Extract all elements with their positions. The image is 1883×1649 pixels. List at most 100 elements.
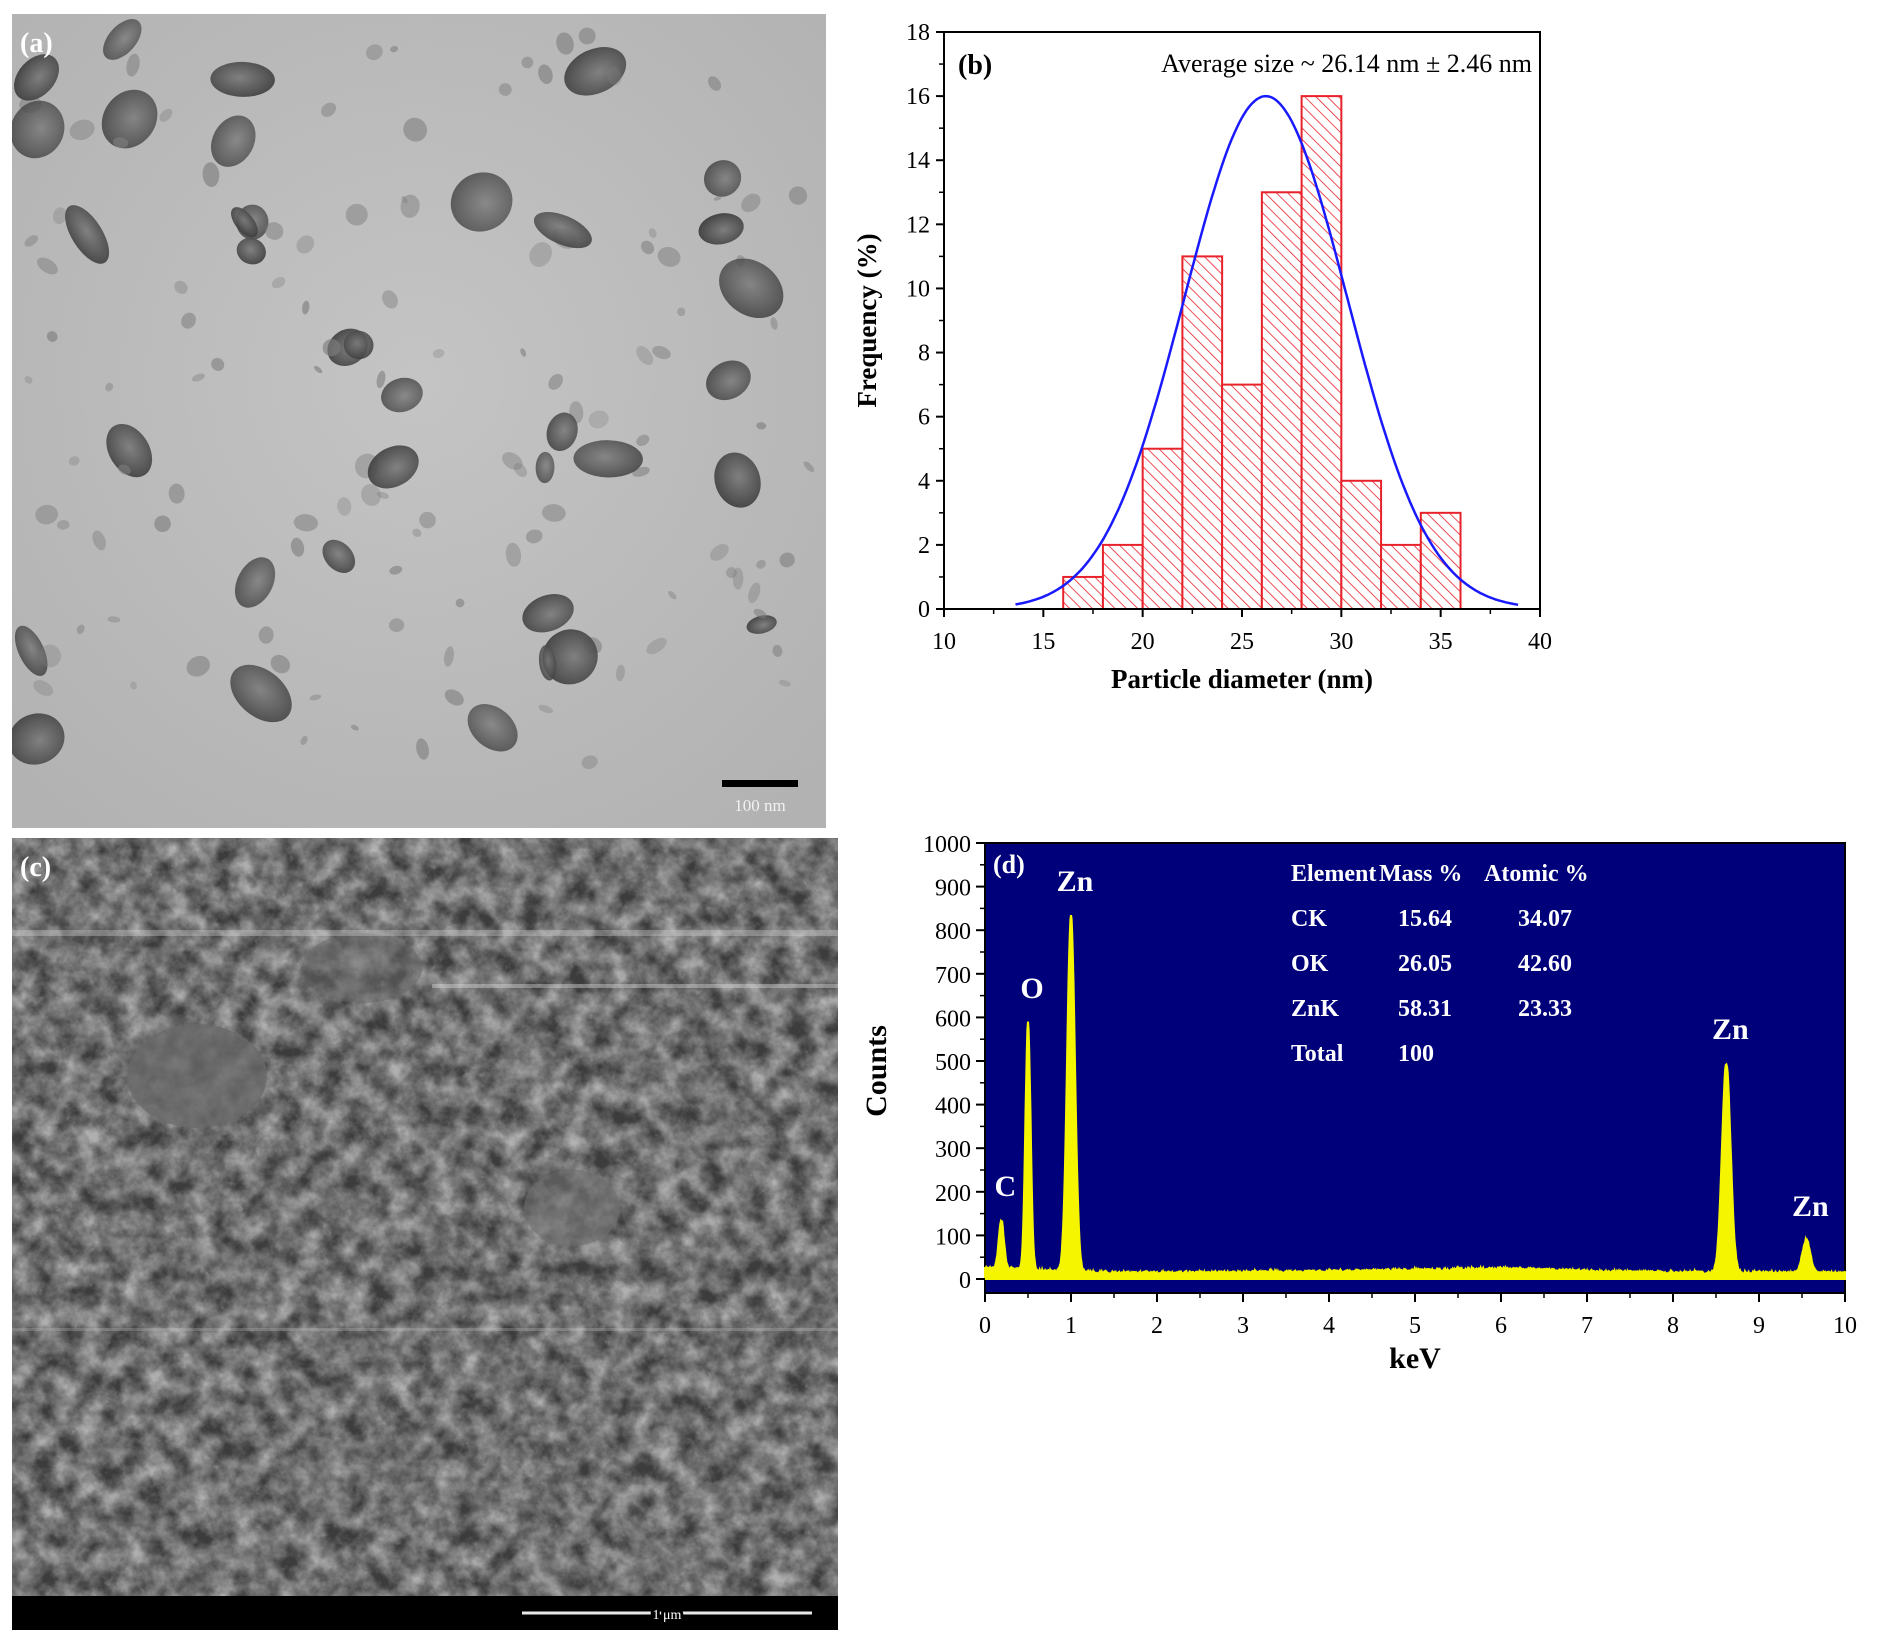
tem-particle: [33, 680, 54, 696]
tem-particle: [525, 529, 543, 544]
panel-d-label: (d): [993, 850, 1025, 879]
tem-particle: [706, 360, 751, 401]
histogram-bar: [1380, 543, 1422, 611]
panel-d: C O Zn Zn Zn Element Mass % Atomic % CK 15.64 34.…: [834, 832, 1883, 1644]
x-tick-label: 2: [1151, 1313, 1163, 1339]
x-tick-label: 20: [1131, 629, 1155, 655]
tem-particle: [520, 348, 527, 357]
tem-particle: [538, 64, 553, 85]
panel-c-label: (c): [20, 852, 51, 883]
tem-particle: [300, 735, 308, 746]
histogram-bar: [1340, 479, 1383, 610]
peak-label: Zn: [1792, 1190, 1829, 1223]
tem-particle: [113, 137, 129, 148]
y-tick-label: 0: [959, 1268, 971, 1294]
tem-particle: [107, 616, 121, 623]
tem-particle: [37, 257, 58, 275]
tem-particle: [770, 316, 778, 330]
eds-table-cell: 42.60: [1518, 951, 1572, 977]
y-tick-label: 200: [935, 1181, 971, 1207]
eds-table-cell: ZnK: [1291, 996, 1339, 1022]
tem-particle: [713, 196, 722, 201]
y-tick-label: 700: [935, 963, 971, 989]
tem-particle: [376, 370, 386, 389]
tem-particle: [103, 19, 142, 60]
tem-particle: [803, 461, 815, 473]
tem-particle: [467, 704, 518, 752]
gaussian-fit-curve: [1015, 94, 1519, 607]
tem-particle: [522, 594, 574, 633]
tem-particle: [412, 528, 422, 537]
tem-particle: [24, 376, 33, 384]
y-tick-label: 18: [906, 20, 930, 46]
histogram-bar: [1419, 511, 1462, 610]
x-tick-label: 0: [979, 1313, 991, 1339]
tem-particle: [271, 277, 286, 289]
tem-particle: [703, 160, 742, 197]
tem-particle: [748, 582, 761, 604]
tem-particle: [581, 755, 598, 770]
tem-particle: [302, 300, 310, 315]
tem-particle: [367, 445, 419, 489]
tem-particle: [573, 440, 643, 478]
tem-particle: [400, 194, 420, 218]
eds-table-header: Atomic %: [1484, 861, 1589, 887]
tem-particle: [443, 646, 454, 667]
y-tick-label: 0: [918, 597, 930, 623]
x-axis-label: Particle diameter (nm): [1111, 664, 1373, 694]
eds-table-header: Element: [1291, 861, 1376, 887]
x-tick-label: 7: [1581, 1313, 1593, 1339]
tem-particle: [588, 410, 609, 429]
tem-particle: [578, 27, 596, 45]
tem-particle: [778, 679, 791, 687]
y-tick-label: 900: [935, 876, 971, 902]
histogram-chart: 10 15 20 25 30 35 40 0 2 4 6 8 10 12 14 16 18 (b) Avera…: [852, 20, 1552, 694]
histogram-bar: [1221, 383, 1263, 610]
tem-particle: [313, 365, 323, 374]
tem-particle: [52, 207, 67, 225]
tem-particle: [708, 76, 721, 91]
tem-particle: [322, 338, 341, 357]
panel-a: (a) 100 nm: [8, 14, 826, 828]
tem-particle: [258, 626, 274, 644]
tem-particle: [105, 382, 114, 392]
peak-label: Zn: [1712, 1013, 1749, 1046]
y-tick-label: 500: [935, 1050, 971, 1076]
tem-particle: [211, 115, 256, 167]
tem-particle: [535, 451, 555, 484]
panel-b: 10 15 20 25 30 35 40 0 2 4 6 8 10 12 14 16 18 (b) Avera…: [834, 0, 1883, 836]
histogram-bar: [1141, 447, 1184, 610]
x-tick-label: 5: [1409, 1313, 1421, 1339]
tem-particle: [264, 222, 284, 240]
eds-table-cell: 34.07: [1518, 906, 1572, 932]
tem-particle: [293, 514, 319, 532]
tem-particle: [502, 452, 523, 470]
tem-particle: [389, 565, 403, 575]
eds-spectrum-chart: C O Zn Zn Zn Element Mass % Atomic % CK 15.64 34.…: [860, 832, 1857, 1375]
tem-particle: [35, 504, 59, 525]
tem-particle: [714, 452, 761, 508]
histogram-bar: [1181, 255, 1224, 610]
x-axis-label: keV: [1389, 1342, 1441, 1375]
x-tick-label: 1: [1065, 1313, 1077, 1339]
tem-particle: [533, 211, 592, 249]
eds-table-cell: 23.33: [1518, 996, 1572, 1022]
eds-table-cell: 15.64: [1398, 906, 1452, 932]
eds-table-cell: 100: [1398, 1041, 1434, 1067]
tem-particle: [505, 542, 522, 567]
x-tick-label: 15: [1031, 629, 1055, 655]
y-axis-label: Frequency (%): [852, 233, 882, 407]
tem-particle: [118, 464, 131, 475]
y-tick-label: 400: [935, 1094, 971, 1120]
tem-particle: [698, 213, 744, 245]
tem-particle: [65, 205, 110, 264]
tem-particle: [381, 377, 423, 413]
histogram-bar: [1101, 543, 1144, 611]
tem-particle: [92, 530, 107, 551]
tem-particle: [668, 590, 677, 600]
x-tick-label: 10: [1833, 1313, 1857, 1339]
peak-label: Zn: [1057, 865, 1094, 898]
tem-particle: [24, 235, 39, 247]
tem-particle: [541, 504, 566, 522]
sem-image: 1 μm (c): [12, 838, 838, 1630]
